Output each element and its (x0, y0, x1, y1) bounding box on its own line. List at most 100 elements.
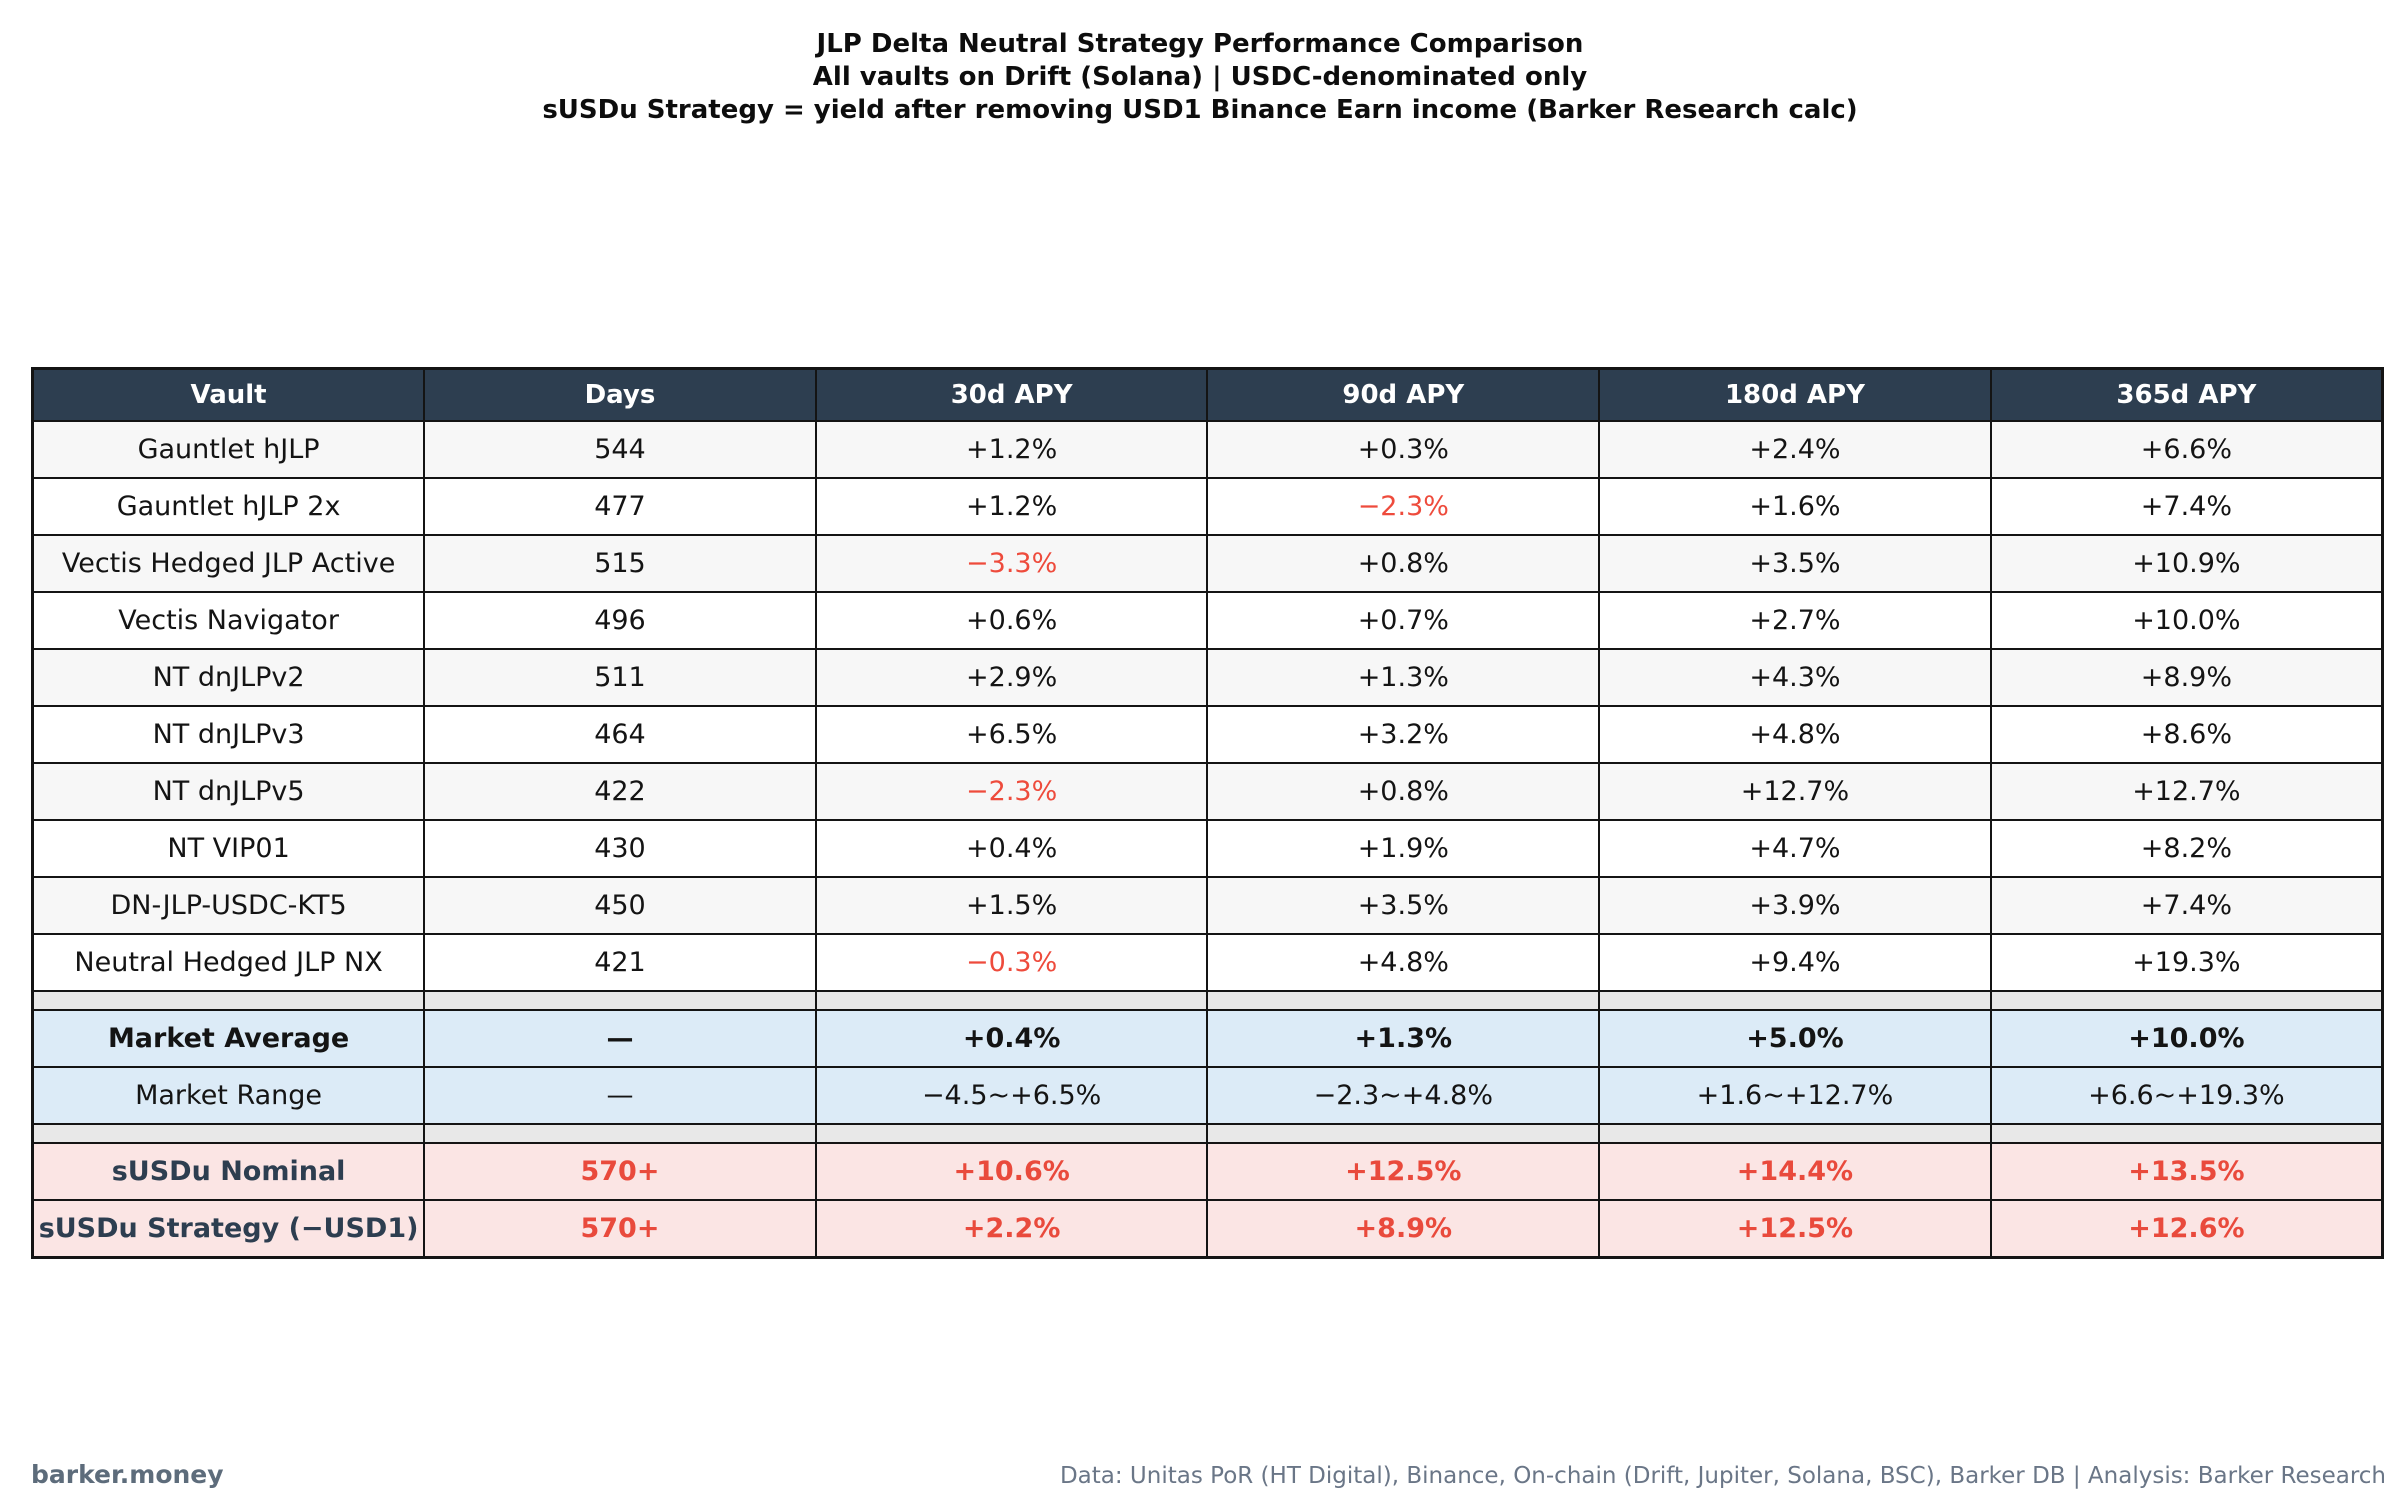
value-cell: +7.4% (1989, 876, 2384, 935)
value-cell: +0.8% (1206, 762, 1601, 821)
value-cell: +7.4% (1989, 477, 2384, 536)
value-cell: −4.5~+6.5% (814, 1066, 1209, 1125)
value-cell: +1.2% (814, 477, 1209, 536)
table-row: Market Average — +0.4% +1.3% +5.0% +10.0% (31, 1009, 2384, 1068)
value-cell: +8.9% (1989, 648, 2384, 707)
table-header: Vault Days 30d APY 90d APY 180d APY 365d APY (31, 367, 2384, 422)
row-label-cell: DN-JLP-USDC-KT5 (31, 876, 426, 935)
value-cell: +0.4% (814, 1009, 1209, 1068)
value-cell: +3.5% (1598, 534, 1992, 593)
performance-table: Vault Days 30d APY 90d APY 180d APY 365d APY … (31, 367, 2384, 1259)
value-cell (1598, 1123, 1992, 1144)
table-row: sUSDu Nominal 570+ +10.6% +12.5% +14.4% +13.5… (31, 1142, 2384, 1201)
brand-watermark: barker.money (31, 1460, 224, 1489)
spacer-row (31, 1123, 2384, 1144)
value-cell: +9.4% (1598, 933, 1992, 992)
value-cell: +2.7% (1598, 591, 1992, 650)
value-cell: +3.5% (1206, 876, 1601, 935)
value-cell: +8.9% (1206, 1199, 1601, 1259)
value-cell (1989, 990, 2384, 1011)
value-cell: +0.4% (814, 819, 1209, 878)
value-cell: — (423, 1066, 817, 1125)
value-cell: 570+ (423, 1199, 817, 1259)
value-cell: — (423, 1009, 817, 1068)
row-label-cell: Vectis Navigator (31, 591, 426, 650)
row-label-cell: Market Range (31, 1066, 426, 1125)
value-cell: 422 (423, 762, 817, 821)
value-cell (423, 1123, 817, 1144)
value-cell (1598, 990, 1992, 1011)
value-cell: +1.3% (1206, 1009, 1601, 1068)
column-header-365d-apy: 365d APY (1989, 367, 2384, 422)
value-cell: +4.8% (1598, 705, 1992, 764)
value-cell (1206, 1123, 1601, 1144)
table-row: Vectis Hedged JLP Active 515 −3.3% +0.8% +3.… (31, 534, 2384, 593)
value-cell: +1.9% (1206, 819, 1601, 878)
value-cell: 450 (423, 876, 817, 935)
value-cell: +4.8% (1206, 933, 1601, 992)
value-cell: +12.5% (1206, 1142, 1601, 1201)
value-cell: 496 (423, 591, 817, 650)
value-cell: +12.5% (1598, 1199, 1992, 1259)
value-cell: +1.6% (1598, 477, 1992, 536)
table-row: Gauntlet hJLP 2x 477 +1.2% −2.3% +1.6% +7.4% (31, 477, 2384, 536)
row-label-cell: Gauntlet hJLP (31, 420, 426, 479)
value-cell: +2.4% (1598, 420, 1992, 479)
row-label-cell: Vectis Hedged JLP Active (31, 534, 426, 593)
value-cell: +2.2% (814, 1199, 1209, 1259)
value-cell: +1.3% (1206, 648, 1601, 707)
value-cell: +10.0% (1989, 591, 2384, 650)
column-header-vault: Vault (31, 367, 426, 422)
value-cell: +19.3% (1989, 933, 2384, 992)
header-row: Vault Days 30d APY 90d APY 180d APY 365d APY (31, 367, 2384, 422)
value-cell: +3.2% (1206, 705, 1601, 764)
column-header-90d-apy: 90d APY (1206, 367, 1601, 422)
row-label-cell: Gauntlet hJLP 2x (31, 477, 426, 536)
table-row: NT dnJLPv5 422 −2.3% +0.8% +12.7% +12.7% (31, 762, 2384, 821)
table-row: NT VIP01 430 +0.4% +1.9% +4.7% +8.2% (31, 819, 2384, 878)
value-cell (814, 990, 1209, 1011)
row-label-cell: NT VIP01 (31, 819, 426, 878)
table-row: Vectis Navigator 496 +0.6% +0.7% +2.7% +10.0% (31, 591, 2384, 650)
table-row: sUSDu Strategy (−USD1) 570+ +2.2% +8.9% +12.… (31, 1199, 2384, 1259)
value-cell: +2.9% (814, 648, 1209, 707)
row-label-cell: NT dnJLPv3 (31, 705, 426, 764)
value-cell: −2.3% (814, 762, 1209, 821)
value-cell: +12.6% (1989, 1199, 2384, 1259)
value-cell: +6.6% (1989, 420, 2384, 479)
value-cell: +0.8% (1206, 534, 1601, 593)
value-cell: +13.5% (1989, 1142, 2384, 1201)
value-cell: 570+ (423, 1142, 817, 1201)
table-row: Gauntlet hJLP 544 +1.2% +0.3% +2.4% +6.6% (31, 420, 2384, 479)
value-cell: −2.3~+4.8% (1206, 1066, 1601, 1125)
row-label-cell: sUSDu Nominal (31, 1142, 426, 1201)
table-body: Gauntlet hJLP 544 +1.2% +0.3% +2.4% +6.6% Gaun… (31, 420, 2384, 1259)
row-label-cell: Neutral Hedged JLP NX (31, 933, 426, 992)
figure-title: JLP Delta Neutral Strategy Performance C… (0, 28, 2400, 127)
value-cell: +5.0% (1598, 1009, 1992, 1068)
value-cell (814, 1123, 1209, 1144)
value-cell: 544 (423, 420, 817, 479)
row-label-cell (31, 1123, 426, 1144)
value-cell: +0.7% (1206, 591, 1601, 650)
value-cell: +12.7% (1598, 762, 1992, 821)
value-cell: +1.5% (814, 876, 1209, 935)
column-header-180d-apy: 180d APY (1598, 367, 1992, 422)
value-cell (1989, 1123, 2384, 1144)
title-line-2: All vaults on Drift (Solana) | USDC-deno… (812, 62, 1588, 92)
row-label-cell: NT dnJLPv2 (31, 648, 426, 707)
row-label-cell: sUSDu Strategy (−USD1) (31, 1199, 426, 1259)
value-cell: 464 (423, 705, 817, 764)
value-cell: +1.6~+12.7% (1598, 1066, 1992, 1125)
value-cell: 430 (423, 819, 817, 878)
value-cell (1206, 990, 1601, 1011)
value-cell: +10.0% (1989, 1009, 2384, 1068)
table-row: DN-JLP-USDC-KT5 450 +1.5% +3.5% +3.9% +7.4% (31, 876, 2384, 935)
value-cell: 421 (423, 933, 817, 992)
value-cell (423, 990, 817, 1011)
column-header-30d-apy: 30d APY (814, 367, 1209, 422)
title-line-1: JLP Delta Neutral Strategy Performance C… (816, 29, 1584, 59)
table-row: Neutral Hedged JLP NX 421 −0.3% +4.8% +9.4% +… (31, 933, 2384, 992)
column-header-days: Days (423, 367, 817, 422)
